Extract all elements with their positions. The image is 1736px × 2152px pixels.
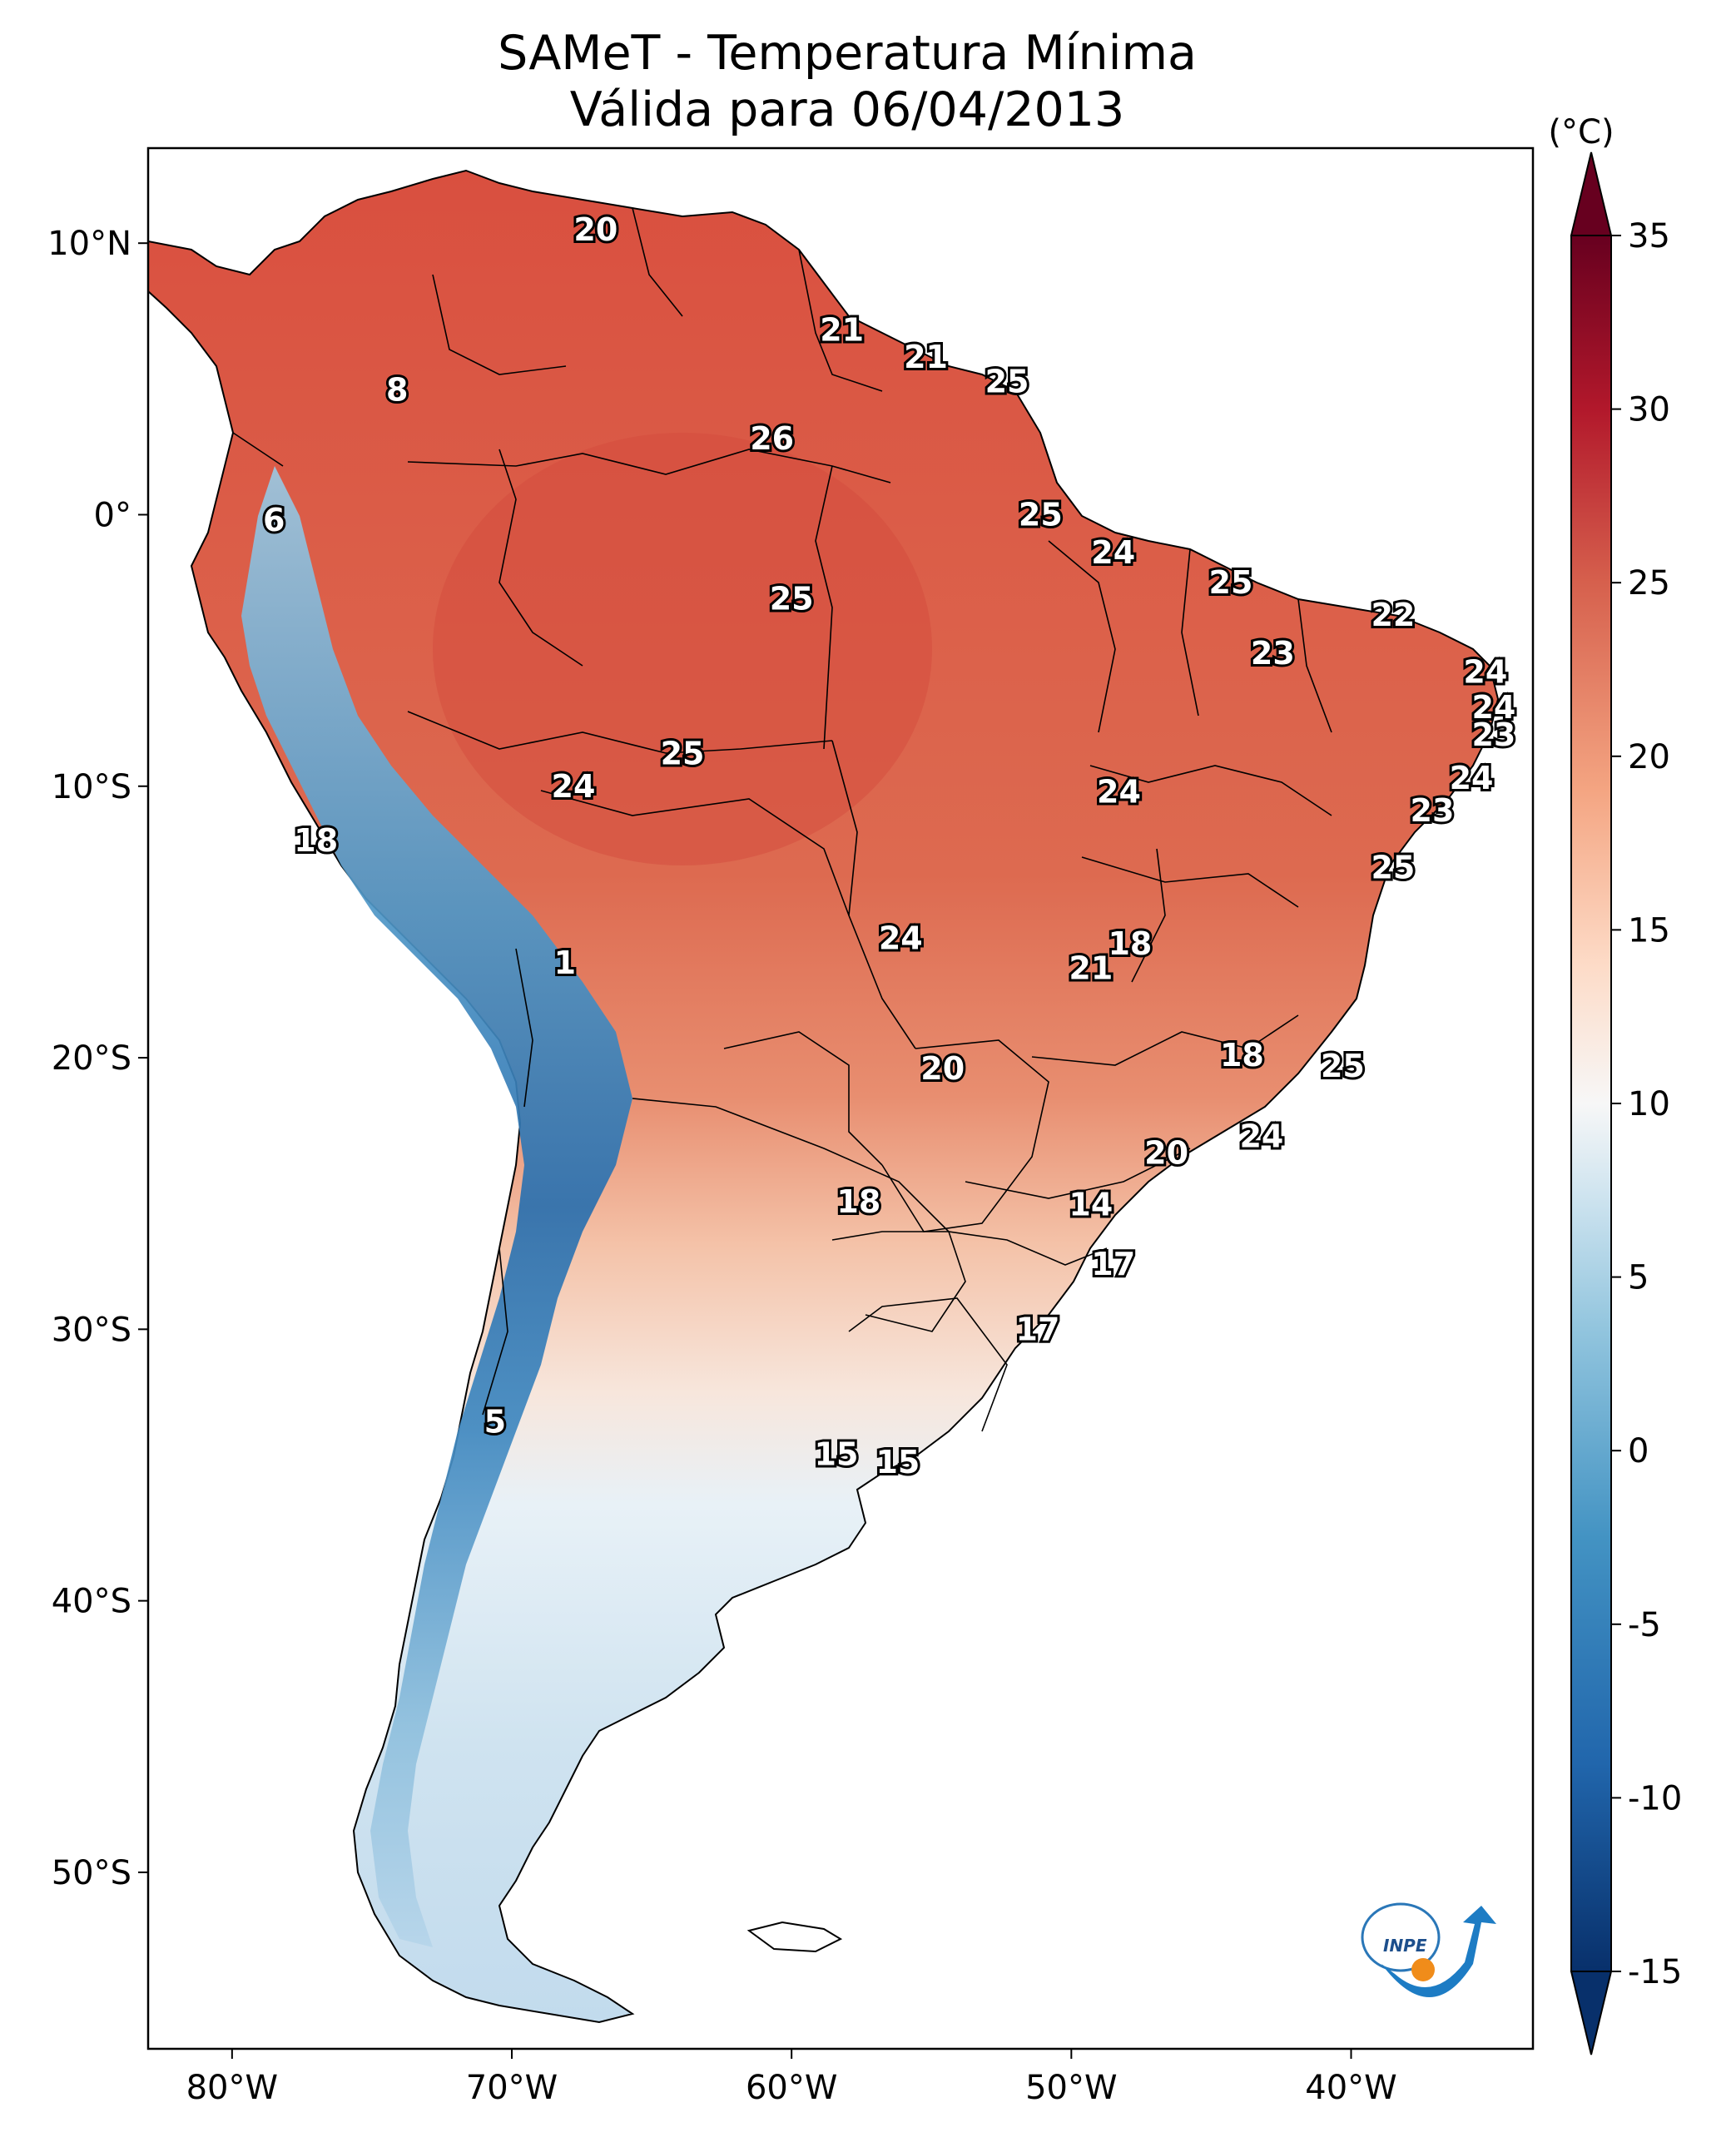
- colorbar-tick-label: -10: [1628, 1779, 1682, 1817]
- city-temperature-label: 25: [1019, 496, 1063, 533]
- city-temperature-label: 25: [1371, 850, 1415, 886]
- lat-tick-label: 20°S: [52, 1039, 131, 1078]
- city-temperature-label: 24: [1463, 654, 1507, 691]
- map-frame: [146, 146, 1535, 2050]
- lat-tick-label: 50°S: [52, 1854, 131, 1892]
- city-temperature-label: 20: [920, 1050, 965, 1087]
- colorbar-tick-label: 15: [1628, 911, 1670, 950]
- city-temperature-label: 21: [904, 339, 948, 375]
- city-temperature-label: 18: [1108, 925, 1152, 962]
- lon-tick-label: 60°W: [746, 2069, 837, 2107]
- city-temperature-label: 22: [1371, 597, 1415, 633]
- lat-tick-label: 40°S: [52, 1583, 131, 1621]
- city-temperature-label: 24: [1239, 1118, 1283, 1155]
- colorbar: (°C) 35 30 25 20 15 10 5 0 -5 -10 -15: [1548, 113, 1682, 2055]
- city-temperature-label: 25: [1209, 564, 1253, 601]
- colorbar-gradient: [1571, 236, 1611, 1971]
- city-temperature-label: 14: [1069, 1186, 1113, 1222]
- colorbar-tick-label: -15: [1628, 1953, 1682, 1991]
- city-temperature-label: 21: [1069, 950, 1113, 986]
- colorbar-tick-label: 0: [1628, 1432, 1649, 1470]
- city-temperature-label: 15: [815, 1435, 859, 1472]
- country-borders: [232, 207, 1332, 1432]
- map-title: SAMeT - Temperatura Mínima: [498, 26, 1197, 81]
- city-temperature-label: 24: [1091, 534, 1135, 571]
- longitude-axis: 80°W 70°W 60°W 50°W 40°W: [186, 2049, 1397, 2107]
- city-temperature-label: 20: [1144, 1134, 1188, 1171]
- falkland-islands: [746, 1921, 843, 1953]
- colorbar-upper-extend: [1570, 151, 1613, 236]
- city-temperature-label: 24: [1450, 760, 1494, 796]
- lat-tick-label: 0°: [94, 496, 131, 534]
- city-temperature-label: 24: [552, 768, 596, 805]
- andes-cold-region: [241, 466, 632, 1947]
- city-temperature-label: 24: [879, 920, 923, 956]
- colorbar-tick-label: 20: [1628, 738, 1670, 776]
- warm-core-shading: [433, 433, 932, 865]
- city-temperature-label: 25: [985, 364, 1029, 400]
- lon-tick-label: 40°W: [1305, 2069, 1396, 2107]
- colorbar-tick-label: 30: [1628, 391, 1670, 429]
- colorbar-tick-label: 35: [1628, 217, 1670, 255]
- city-temperature-label: 23: [1411, 792, 1455, 829]
- lat-tick-label: 30°S: [52, 1311, 131, 1349]
- city-temperature-label: 24: [1097, 773, 1141, 810]
- colorbar-ticks: 35 30 25 20 15 10 5 0 -5 -10 -15: [1611, 217, 1682, 1991]
- lon-tick-label: 80°W: [186, 2069, 278, 2107]
- city-temperature-label: 15: [875, 1444, 920, 1480]
- city-temperature-label: 26: [750, 420, 794, 457]
- colorbar-tick-label: 10: [1628, 1085, 1670, 1123]
- city-temperature-label: 24: [1471, 689, 1515, 726]
- city-temperature-label: 17: [1016, 1311, 1060, 1347]
- colorbar-tick-label: -5: [1628, 1606, 1661, 1644]
- colorbar-lower-extend: [1570, 1971, 1613, 2055]
- lon-tick-label: 50°W: [1025, 2069, 1117, 2107]
- lat-tick-label: 10°S: [52, 768, 131, 806]
- city-temperature-label: 1: [554, 945, 576, 981]
- city-temperature-label: 17: [1091, 1246, 1135, 1282]
- lon-tick-label: 70°W: [466, 2069, 558, 2107]
- colorbar-unit-label: (°C): [1548, 113, 1614, 151]
- colorbar-tick-label: 25: [1628, 564, 1670, 602]
- svg-text:INPE: INPE: [1383, 1936, 1427, 1956]
- map-subtitle: Válida para 06/04/2013: [569, 82, 1125, 137]
- city-temperature-label: 23: [1471, 717, 1515, 753]
- city-temperature-label: 25: [770, 581, 814, 617]
- latitude-axis: 10°N 0° 10°S 20°S 30°S 40°S 50°S: [47, 225, 148, 1892]
- city-temperature-label: 25: [1321, 1048, 1365, 1084]
- colorbar-tick-label: 5: [1628, 1259, 1649, 1297]
- city-temperature-label: 5: [484, 1403, 506, 1440]
- city-temperature-label: 21: [820, 312, 864, 349]
- city-temperature-label: 8: [386, 371, 408, 408]
- city-temperature-label: 18: [294, 822, 338, 859]
- city-temperature-label: 18: [836, 1183, 880, 1220]
- lat-tick-label: 10°N: [47, 225, 131, 263]
- city-temperature-label: 18: [1220, 1037, 1264, 1074]
- inpe-logo: INPE: [1361, 1902, 1496, 1997]
- city-temperature-label: 20: [573, 211, 618, 248]
- city-temperature-label: 25: [661, 736, 705, 772]
- city-temperature-label: 23: [1251, 635, 1295, 672]
- city-temperature-label: 6: [263, 502, 285, 538]
